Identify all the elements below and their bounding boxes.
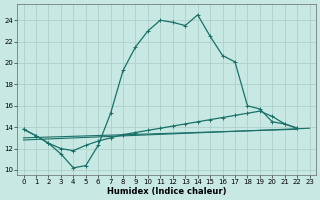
X-axis label: Humidex (Indice chaleur): Humidex (Indice chaleur)	[107, 187, 226, 196]
